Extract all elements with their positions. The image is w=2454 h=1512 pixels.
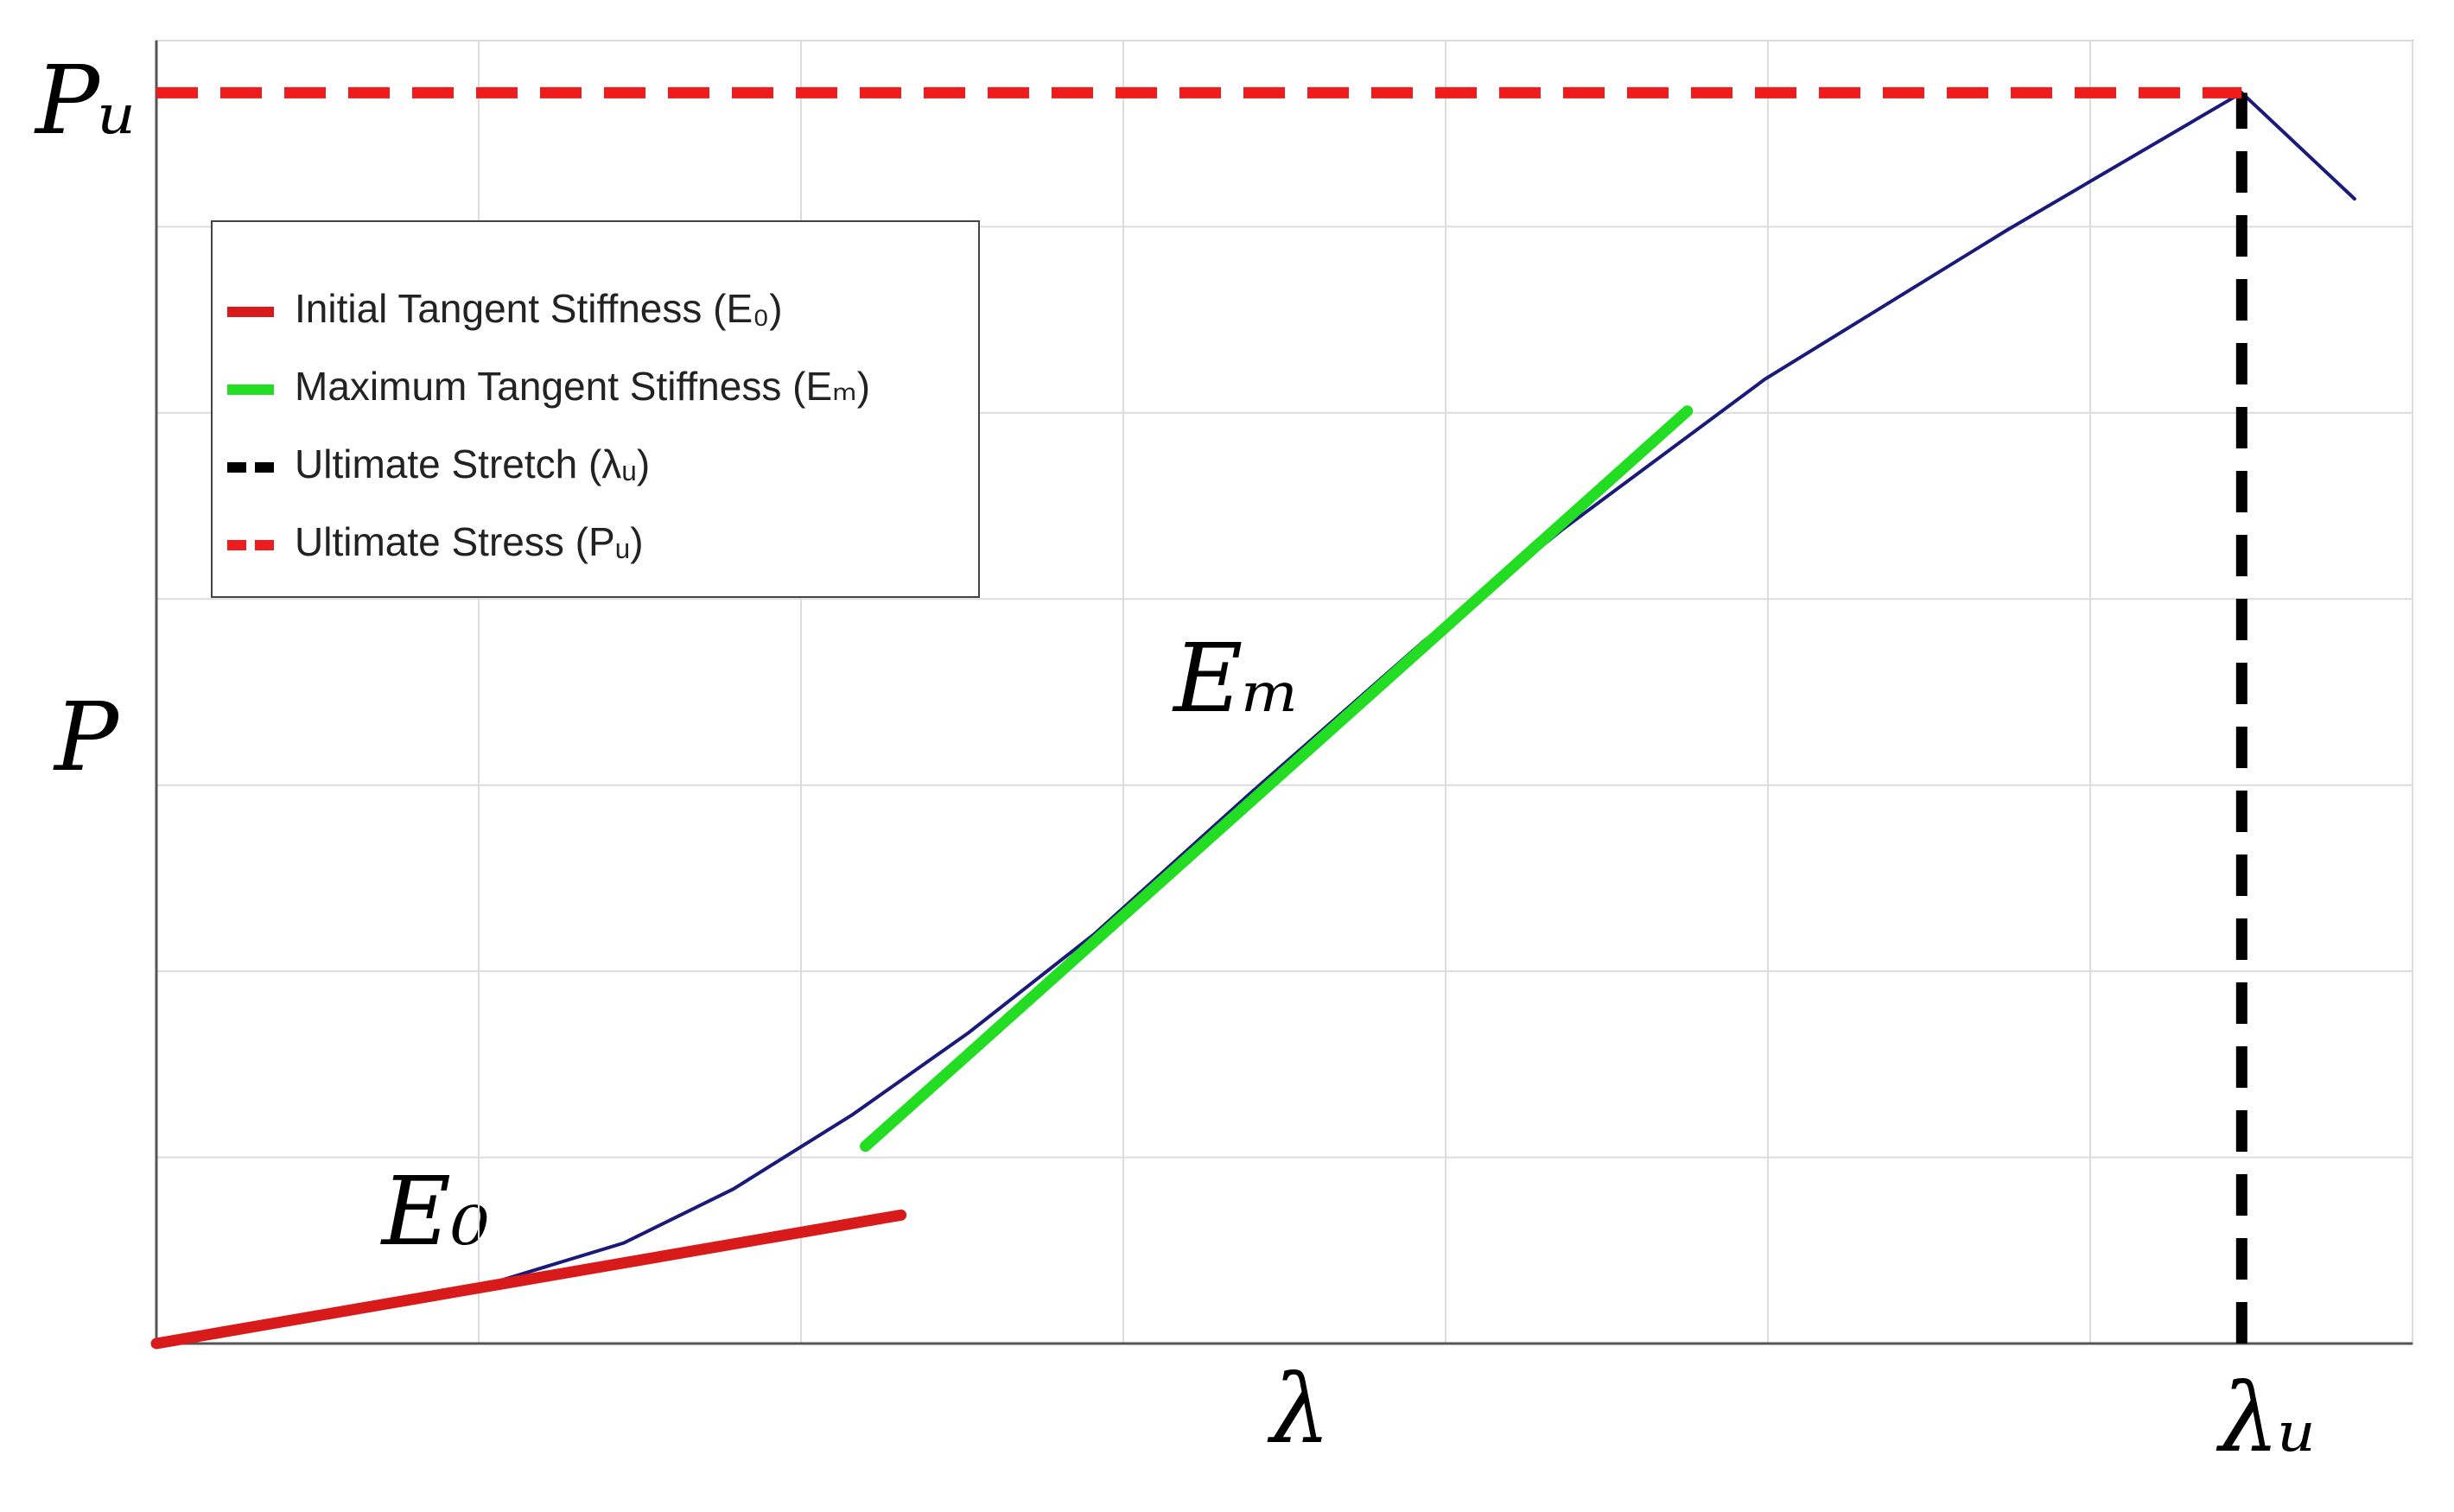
y-axis-label: P xyxy=(53,682,120,792)
annotation: E₀ xyxy=(380,1156,489,1267)
reference-line xyxy=(860,405,1694,1153)
annotation: λᵤ xyxy=(2216,1363,2317,1473)
annotation: Eₘ xyxy=(1172,623,1301,734)
legend-label: Ultimate Stretch (λᵤ) xyxy=(295,442,650,486)
x-axis-label: λ xyxy=(1267,1354,1331,1464)
legend-label: Ultimate Stress (Pᵤ) xyxy=(295,519,644,564)
legend: Initial Tangent Stiffness (E₀) Maximum Ta… xyxy=(211,220,980,598)
reference-line xyxy=(150,1209,907,1350)
legend-box xyxy=(211,220,980,598)
legend-label: Maximum Tangent Stiffness (Eₘ) xyxy=(295,364,870,409)
annotation: Pᵤ xyxy=(34,45,137,156)
legend-label: Initial Tangent Stiffness (E₀) xyxy=(295,286,783,331)
plot-area xyxy=(150,40,2413,1350)
